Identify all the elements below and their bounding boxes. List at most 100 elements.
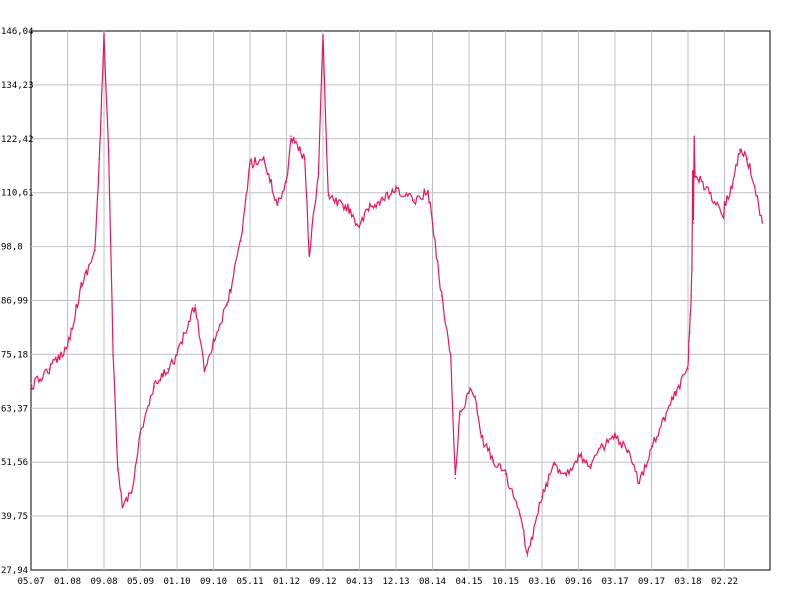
data-point <box>519 514 521 516</box>
data-point <box>526 555 529 557</box>
data-point <box>413 199 416 201</box>
x-axis: 05.07 01.08 09.08 05.09 01.10 09.10 05.11 01.12… <box>17 577 738 587</box>
data-point <box>98 158 101 160</box>
data-point <box>332 199 335 201</box>
data-point <box>30 386 32 389</box>
y-tick-label: 39,75 <box>1 512 28 522</box>
data-point <box>262 158 265 160</box>
x-tick-label: 12.13 <box>382 577 409 587</box>
x-tick-label: 03.18 <box>674 577 701 587</box>
data-point <box>107 149 110 151</box>
data-point <box>240 240 242 242</box>
data-point <box>103 34 105 37</box>
x-tick-label: 09.16 <box>565 577 592 587</box>
data-point <box>754 185 756 188</box>
y-tick-label: 51,56 <box>1 458 28 468</box>
data-point <box>693 139 695 142</box>
data-point <box>692 222 695 224</box>
data-point <box>381 199 384 201</box>
series-line <box>30 32 763 556</box>
data-point <box>167 368 169 370</box>
data-point <box>153 386 155 389</box>
data-point <box>317 171 320 174</box>
data-point <box>440 295 443 297</box>
data-point <box>687 368 689 370</box>
y-tick-label: 122,42 <box>1 135 34 145</box>
data-point <box>194 304 197 306</box>
data-point <box>626 450 628 452</box>
data-point <box>662 418 665 420</box>
data-point <box>577 454 580 457</box>
y-tick-label: 63,37 <box>1 404 28 414</box>
data-point <box>285 181 288 183</box>
x-tick-label: 03.17 <box>601 577 628 587</box>
data-point <box>565 473 568 475</box>
x-tick-label: 03.16 <box>528 577 555 587</box>
data-point <box>308 254 311 256</box>
data-point <box>66 345 69 347</box>
data-point <box>116 468 119 471</box>
data-point <box>731 185 733 188</box>
x-tick-label: 02.22 <box>711 577 738 587</box>
data-point <box>427 190 429 192</box>
x-tick-label: 10.15 <box>492 577 519 587</box>
x-tick-label: 04.15 <box>455 577 482 587</box>
x-tick-label: 01.12 <box>273 577 300 587</box>
series-group <box>30 32 764 557</box>
y-axis: 146,04 134,23 122,42 110,61 98,8 86,99 75,18 63… <box>1 27 34 576</box>
data-point <box>691 171 694 174</box>
y-tick-label: 98,8 <box>1 243 23 253</box>
data-point <box>691 267 693 270</box>
data-point <box>614 436 616 439</box>
data-point <box>553 464 555 466</box>
x-tick-label: 09.08 <box>90 577 117 587</box>
data-point <box>738 149 741 151</box>
x-tick-label: 01.08 <box>54 577 81 587</box>
grid <box>31 31 770 570</box>
data-point <box>690 295 692 297</box>
y-tick-label: 134,23 <box>1 81 34 91</box>
data-point <box>80 286 82 288</box>
data-point <box>212 340 215 343</box>
data-point <box>602 445 604 448</box>
data-point <box>276 203 279 206</box>
x-tick-label: 05.11 <box>236 577 263 587</box>
data-point <box>474 395 476 398</box>
data-point <box>675 390 677 393</box>
x-tick-label: 09.17 <box>638 577 665 587</box>
data-point <box>650 445 653 448</box>
data-point <box>203 368 206 370</box>
data-point <box>94 249 96 252</box>
data-point <box>112 354 114 357</box>
data-point <box>722 212 725 215</box>
data-point <box>327 194 330 197</box>
data-point <box>176 354 178 357</box>
x-tick-label: 04.13 <box>346 577 373 587</box>
x-tick-label: 09.12 <box>309 577 336 587</box>
x-tick-label: 09.10 <box>200 577 227 587</box>
y-tick-label: 86,99 <box>1 297 28 307</box>
data-point <box>688 331 691 334</box>
x-tick-label: 05.09 <box>127 577 154 587</box>
data-point <box>139 432 142 434</box>
y-tick-label: 110,61 <box>1 189 34 199</box>
data-point <box>130 491 133 493</box>
data-point <box>723 203 726 206</box>
data-point <box>304 158 306 160</box>
data-point <box>226 304 228 306</box>
data-point <box>468 390 470 393</box>
x-tick-label: 01.10 <box>163 577 190 587</box>
data-point <box>589 464 592 466</box>
data-point <box>348 208 350 210</box>
y-tick-label: 75,18 <box>1 350 28 360</box>
data-point <box>431 222 434 224</box>
x-tick-label: 08.14 <box>419 577 446 587</box>
y-tick-label: 146,04 <box>1 27 34 37</box>
data-point <box>290 135 292 137</box>
data-point <box>638 482 641 484</box>
data-point <box>121 505 124 507</box>
data-point <box>480 436 483 439</box>
data-point <box>688 340 690 343</box>
data-point <box>358 226 361 229</box>
